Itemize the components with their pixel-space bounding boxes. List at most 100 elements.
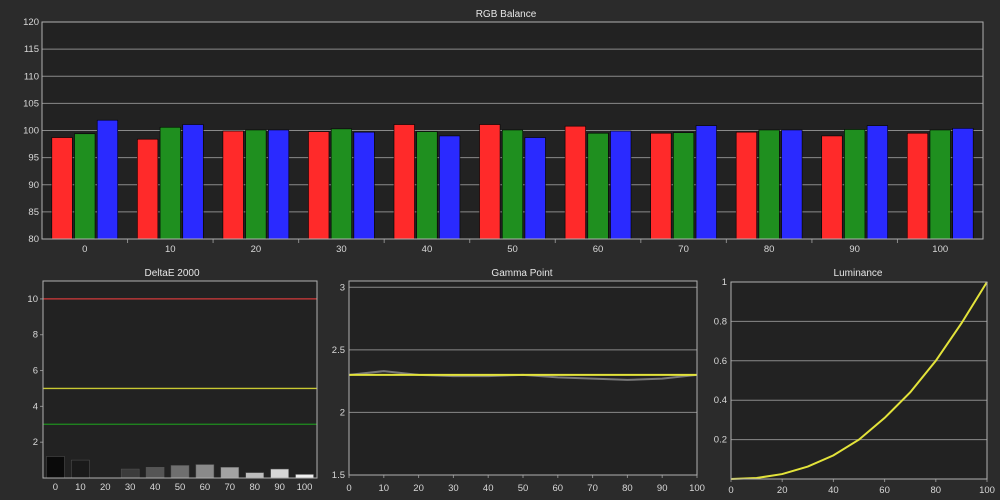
gamma-plot-area — [349, 281, 697, 475]
gamma-y-tick-label: 3 — [340, 282, 345, 293]
gamma-x-tick-label: 70 — [587, 483, 598, 494]
deltae-bar — [220, 467, 240, 479]
rgb-x-tick-label: 90 — [849, 244, 860, 255]
deltae-x-tick-label: 40 — [150, 482, 161, 493]
deltae-bar — [71, 459, 90, 479]
rgb-bar — [439, 135, 461, 240]
rgb-bar — [353, 131, 375, 240]
gamma-x-tick-label: 90 — [657, 483, 668, 494]
rgb-bar — [821, 135, 843, 240]
rgb-x-tick-label: 70 — [678, 244, 689, 255]
gamma-x-tick-label: 100 — [689, 483, 705, 494]
rgb-bar — [758, 129, 780, 240]
deltae-bar — [145, 467, 165, 479]
gamma-y-tick-label: 2.5 — [332, 345, 345, 356]
rgb-bar — [501, 129, 524, 240]
deltae-plot-area — [43, 281, 317, 478]
rgb-plot-frame — [41, 21, 984, 240]
rgb-bar — [268, 129, 290, 240]
gamma-x-tick-label: 30 — [448, 483, 459, 494]
gamma-y-tick-label: 1.5 — [332, 470, 345, 481]
luminance-x-tick-label: 100 — [979, 485, 995, 496]
gamma-x-tick-label: 80 — [622, 483, 633, 494]
rgb-bar — [245, 129, 267, 240]
rgb-bar — [695, 125, 717, 240]
luminance-x-tick-label: 80 — [931, 485, 942, 496]
rgb-x-tick-label: 0 — [82, 244, 87, 255]
deltae-bar — [195, 464, 215, 479]
luminance-x-tick-label: 0 — [728, 485, 733, 496]
gamma-x-tick-label: 0 — [346, 483, 351, 494]
rgb-y-tick-label: 90 — [28, 180, 39, 191]
rgb-bar — [182, 124, 204, 240]
deltae-bar — [170, 465, 190, 479]
deltae-x-tick-label: 100 — [297, 482, 313, 493]
rgb-bar — [906, 132, 929, 240]
rgb-x-tick-label: 40 — [422, 244, 433, 255]
luminance-y-tick-label: 0.8 — [714, 316, 727, 327]
gamma-x-tick-label: 20 — [413, 483, 424, 494]
deltae-x-tick-label: 90 — [274, 482, 285, 493]
deltae-x-tick-label: 10 — [75, 482, 86, 493]
deltae-plot-frame — [42, 280, 318, 479]
deltae-y-tick-label: 10 — [27, 294, 38, 305]
deltae-x-tick-label: 50 — [175, 482, 186, 493]
deltae-x-tick-label: 70 — [225, 482, 236, 493]
luminance-title: Luminance — [834, 268, 883, 279]
rgb-y-tick-label: 95 — [28, 153, 39, 164]
luminance-x-tick-label: 60 — [879, 485, 890, 496]
rgb-x-tick-label: 80 — [764, 244, 775, 255]
rgb-bar — [222, 130, 244, 240]
rgb-bar — [308, 131, 330, 240]
gamma-x-tick-label: 40 — [483, 483, 494, 494]
luminance-y-tick-label: 0.6 — [714, 356, 727, 367]
deltae-bar — [295, 474, 314, 479]
gamma-x-tick-label: 60 — [553, 483, 564, 494]
deltae-y-tick-label: 6 — [33, 366, 38, 377]
rgb-x-tick-label: 100 — [932, 244, 948, 255]
rgb-x-tick-label: 10 — [165, 244, 176, 255]
deltae-x-tick-label: 20 — [100, 482, 111, 493]
rgb-bar — [137, 138, 159, 240]
rgb-y-tick-label: 105 — [23, 98, 39, 109]
gamma-chart: 1.522.530 10 20 30 40 50 60 70 80 90 100 — [332, 280, 705, 494]
rgb-bar — [866, 125, 888, 240]
luminance-series-line — [730, 281, 988, 480]
rgb-bar — [524, 137, 546, 240]
rgb-bar — [74, 133, 96, 240]
gamma-x-tick-label: 50 — [518, 483, 529, 494]
rgb-bar — [416, 131, 438, 240]
deltae-y-tick-label: 8 — [33, 330, 38, 341]
rgb-x-tick-label: 50 — [507, 244, 518, 255]
deltae-y-tick-label: 2 — [33, 437, 38, 448]
rgb-y-tick-label: 115 — [24, 44, 39, 55]
rgb-bar — [952, 128, 974, 240]
deltae-x-tick-label: 0 — [53, 482, 58, 493]
rgb-x-tick-label: 60 — [593, 244, 604, 255]
luminance-y-tick-label: 0.4 — [714, 395, 727, 406]
deltae-bar — [46, 456, 65, 479]
luminance-x-tick-label: 20 — [777, 485, 788, 496]
rgb-bar — [479, 124, 501, 240]
gamma-y-tick-label: 2 — [340, 407, 345, 418]
rgb-bar — [929, 129, 951, 240]
rgb-bar — [51, 137, 73, 240]
deltae-x-tick-label: 30 — [125, 482, 136, 493]
deltae-bar — [270, 468, 289, 479]
rgb-bar — [330, 128, 352, 240]
rgb-y-tick-label: 100 — [23, 126, 39, 137]
rgb-bar — [96, 119, 119, 240]
rgb-x-tick-label: 20 — [251, 244, 262, 255]
rgb-balance-chart: 80 85 90 95 100 105 110 115 120 0 10 20 30 40 50 60 70 80… — [23, 17, 984, 255]
gamma-plot-frame — [348, 280, 698, 476]
rgb-bar — [610, 130, 632, 240]
luminance-chart: 0.2 0.4 0.6 0.8 1 0 20 40 60 80 100 — [714, 277, 995, 496]
deltae-y-tick-label: 4 — [33, 401, 38, 412]
luminance-y-tick-label: 0.2 — [714, 435, 727, 446]
luminance-plot-area — [731, 282, 987, 479]
gamma-x-tick-label: 10 — [379, 483, 390, 494]
rgb-y-tick-label: 120 — [23, 17, 39, 28]
rgb-y-tick-label: 80 — [28, 234, 39, 245]
rgb-balance-title: RGB Balance — [476, 9, 537, 20]
